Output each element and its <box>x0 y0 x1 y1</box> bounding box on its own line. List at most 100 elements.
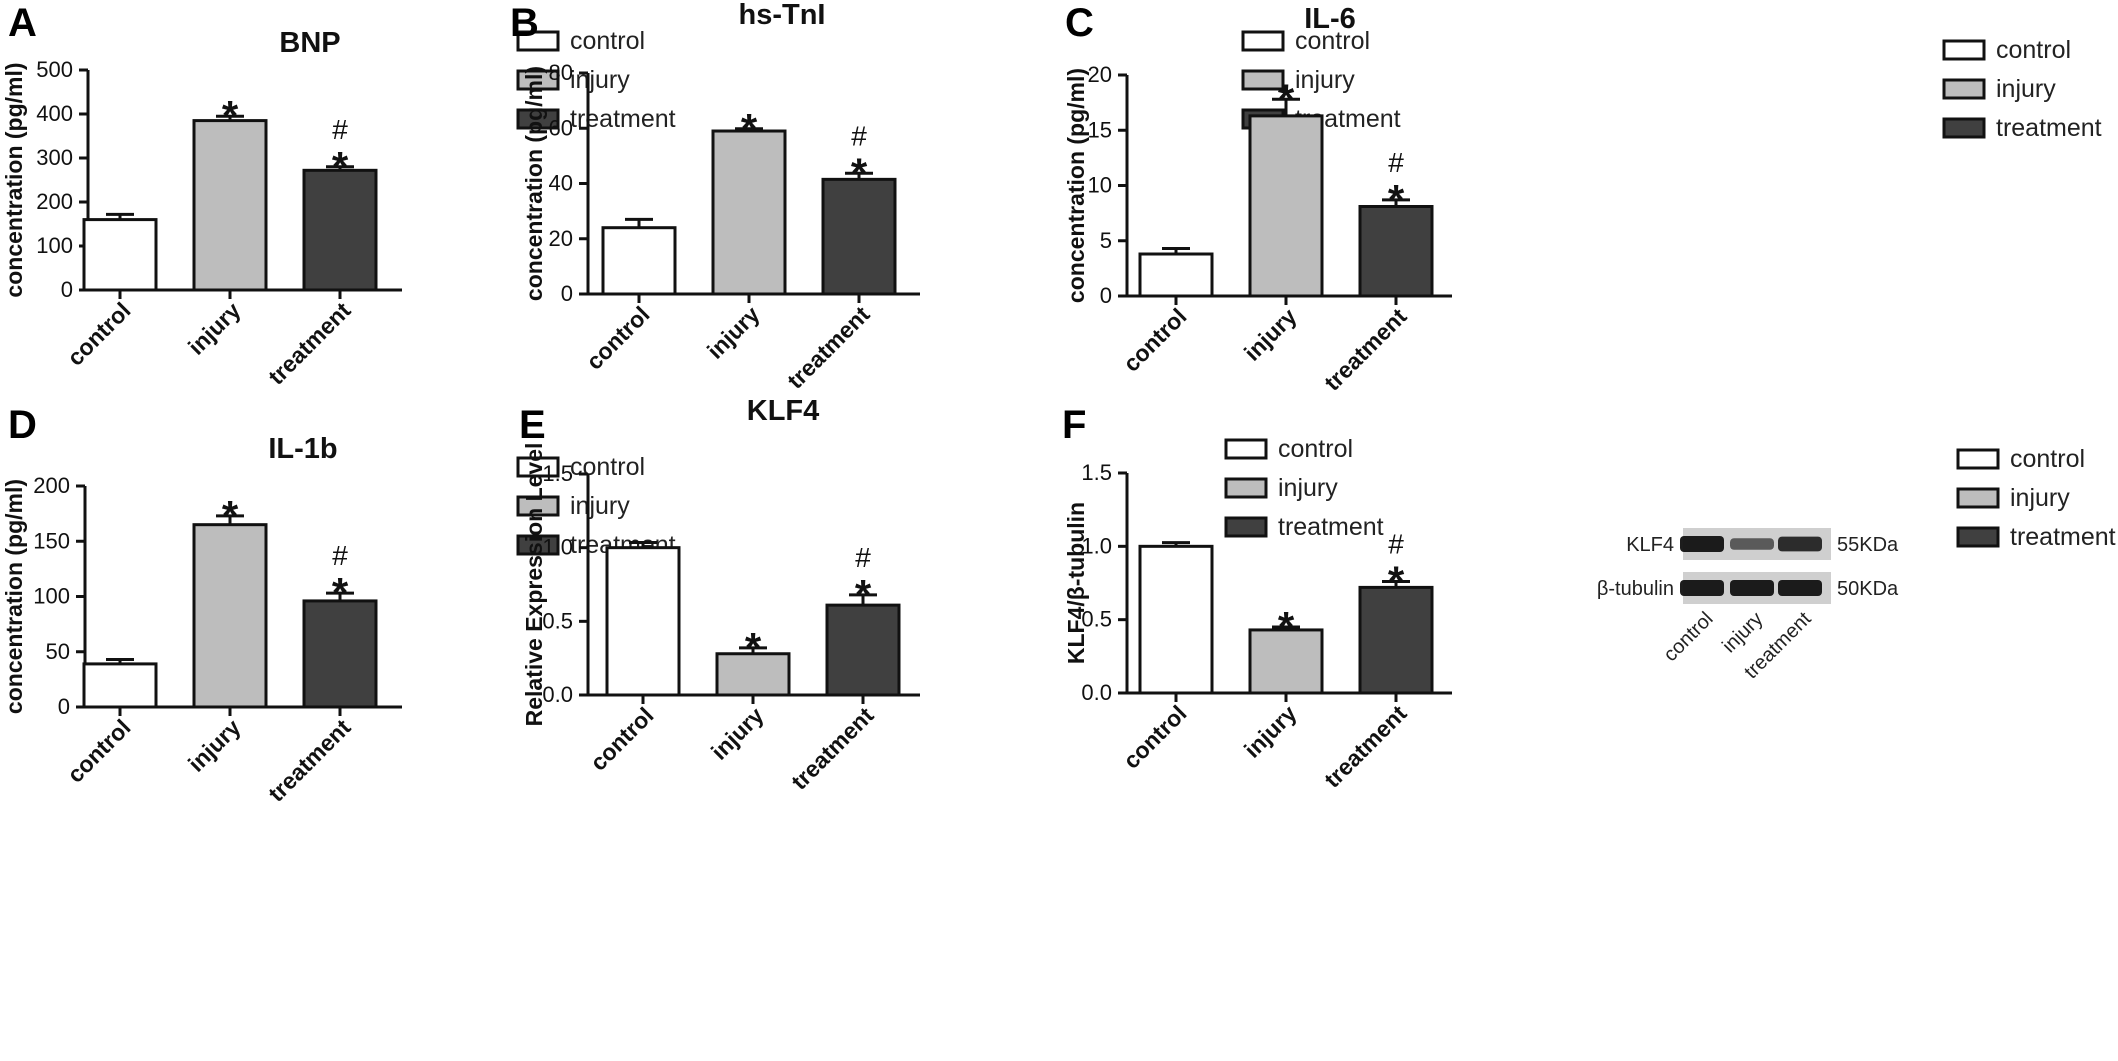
legend-label: injury <box>2010 484 2070 512</box>
y-tick-label: 200 <box>33 473 70 498</box>
y-tick-label: 60 <box>549 115 573 140</box>
panel-letter: F <box>1062 403 1086 447</box>
blot-band <box>1680 580 1724 596</box>
y-tick-label: 150 <box>33 528 70 553</box>
blot-lane-label: control <box>1660 608 1718 666</box>
significance-star: * <box>1388 176 1405 223</box>
x-tick-label: injury <box>1239 303 1302 366</box>
y-tick-label: 0.0 <box>1081 680 1112 705</box>
chart-title: BNP <box>279 27 340 59</box>
y-axis-label: concentration (pg/ml) <box>1 62 27 297</box>
x-tick-label: control <box>62 297 136 371</box>
legend-label: injury <box>1295 66 1355 94</box>
bar-treatment <box>821 177 897 296</box>
y-tick-label: 40 <box>549 171 573 196</box>
significance-star: * <box>332 569 349 616</box>
blot-row-label: β-tubulin <box>1597 578 1674 600</box>
y-tick-label: 15 <box>1088 117 1112 142</box>
bar-treatment <box>1358 204 1434 298</box>
y-tick-label: 80 <box>549 60 573 85</box>
legend-swatch-control <box>1224 438 1268 460</box>
blot-band <box>1730 580 1774 596</box>
significance-star: * <box>332 143 349 190</box>
legend-swatch-treatment <box>1956 526 2000 548</box>
bar-control <box>1138 252 1214 298</box>
x-tick-label: treatment <box>1319 303 1412 396</box>
chart-title: hs-TnI <box>739 0 826 31</box>
bar-injury <box>1248 628 1324 695</box>
significance-star: * <box>1278 603 1295 650</box>
significance-hash: # <box>851 120 867 151</box>
legend-label: treatment <box>1996 114 2102 142</box>
panel-letter: D <box>8 403 37 447</box>
panel-letter: B <box>510 1 539 45</box>
panel-letter: C <box>1065 1 1094 45</box>
legend-label: control <box>1295 27 1370 55</box>
y-axis-label: KLF4/β-tubulin <box>1063 502 1089 664</box>
legend-swatch-treatment <box>516 108 560 130</box>
y-axis-label: concentration (pg/ml) <box>1063 68 1089 303</box>
legend-swatch-control <box>516 456 560 478</box>
chart-title: KLF4 <box>747 395 820 427</box>
significance-star: * <box>741 105 758 152</box>
bar-control <box>1138 544 1214 695</box>
legend-swatch-injury <box>1224 477 1268 499</box>
bar-injury <box>711 129 787 296</box>
bar-control <box>605 546 681 697</box>
legend-label: control <box>2010 445 2085 473</box>
blot-band <box>1680 536 1724 552</box>
significance-star: * <box>1388 558 1405 605</box>
blot-size-label: 50KDa <box>1837 578 1899 600</box>
bar-treatment <box>1358 585 1434 695</box>
legend-label: control <box>570 27 645 55</box>
legend-swatch-injury <box>1241 69 1285 91</box>
chart-panel-c: C IL-6 concentration (pg/ml) 0 5 10 15 20 contro… <box>1063 1 2102 396</box>
blot-band <box>1778 580 1822 596</box>
y-tick-label: 5 <box>1100 228 1112 253</box>
legend-label: injury <box>570 66 630 94</box>
panel-letter: A <box>8 1 37 45</box>
chart-panel-f: F KLF4/β-tubulin 0.0 0.5 1.0 1.5 control * injur… <box>1062 403 2116 793</box>
panel-letter: E <box>519 403 546 447</box>
x-tick-label: control <box>62 714 136 788</box>
y-tick-label: 1.5 <box>1081 460 1112 485</box>
y-tick-label: 0 <box>1100 283 1112 308</box>
legend-label: injury <box>570 492 630 520</box>
y-tick-label: 20 <box>549 226 573 251</box>
y-tick-label: 100 <box>36 233 73 258</box>
legend-label: treatment <box>2010 523 2116 551</box>
x-tick-label: control <box>1118 700 1192 774</box>
bar-injury <box>192 119 268 292</box>
blot-band <box>1778 536 1822 552</box>
legend-label: injury <box>1278 474 1338 502</box>
significance-hash: # <box>1388 147 1404 178</box>
y-axis-label: concentration (pg/ml) <box>521 66 547 301</box>
x-tick-label: treatment <box>786 702 879 795</box>
x-tick-label: treatment <box>1319 700 1412 793</box>
y-tick-label: 300 <box>36 145 73 170</box>
bar-injury <box>715 652 791 697</box>
y-tick-label: 1.0 <box>542 535 573 560</box>
x-tick-label: treatment <box>782 301 875 394</box>
legend-label: control <box>1278 435 1353 463</box>
y-tick-label: 1.0 <box>1081 533 1112 558</box>
legend-label: control <box>570 453 645 481</box>
y-axis-label: Relative Expression Level <box>521 443 547 727</box>
blot-size-label: 55KDa <box>1837 534 1899 556</box>
bar-treatment <box>302 599 378 709</box>
bar-injury <box>192 523 268 709</box>
y-tick-label: 100 <box>33 584 70 609</box>
legend-swatch-treatment <box>516 534 560 556</box>
y-tick-label: 0 <box>61 277 73 302</box>
y-tick-label: 0.5 <box>542 608 573 633</box>
x-tick-label: injury <box>706 702 769 765</box>
legend-swatch-injury <box>1942 78 1986 100</box>
legend-swatch-injury <box>1956 487 2000 509</box>
significance-star: * <box>222 492 239 539</box>
y-tick-label: 200 <box>36 189 73 214</box>
x-tick-label: injury <box>183 714 246 777</box>
significance-hash: # <box>332 114 348 145</box>
bar-control <box>601 226 677 296</box>
legend-label: injury <box>1996 75 2056 103</box>
